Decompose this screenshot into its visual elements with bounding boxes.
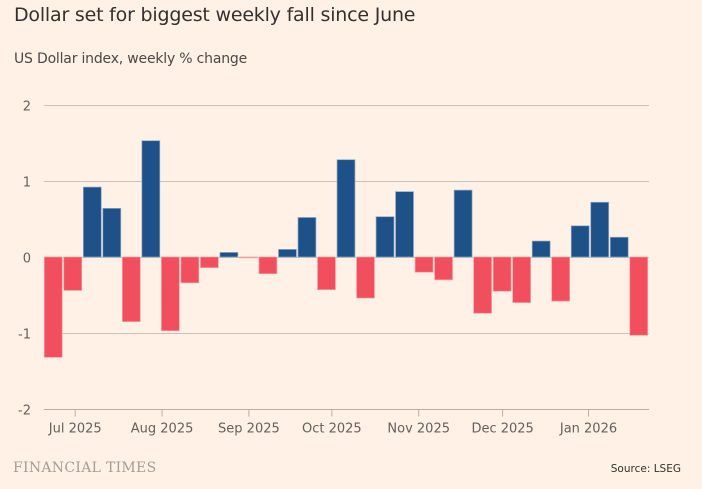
x-tick-label: Sep 2025 [218,422,280,437]
bar [200,256,219,268]
x-tick-label: Dec 2025 [471,422,533,437]
y-tick-label: 1 [23,176,31,191]
bar [317,256,336,291]
bar [434,256,453,281]
bar [161,256,180,332]
y-tick-label: -2 [18,404,31,419]
y-axis-labels: 2 1 0 -1 -2 [18,100,31,419]
bar [570,225,590,258]
ft-logo: FINANCIAL TIMES [13,460,157,476]
bar [629,256,649,336]
x-axis: Jul 2025 Aug 2025 Sep 2025 Oct 2025 Nov 2025… [44,409,649,437]
bar [239,256,258,259]
y-tick-label: 2 [23,100,31,115]
bar [531,240,551,258]
bar [258,256,278,275]
bar [141,140,161,258]
bar [278,249,297,258]
x-tick-label: Jan 2026 [559,422,617,437]
bar [43,256,63,358]
bar [102,208,122,258]
chart-subtitle: US Dollar index, weekly % change [14,51,247,67]
bar [512,256,531,303]
bar [356,256,375,299]
bar [336,159,356,258]
bar [414,256,434,273]
x-tick-label: Nov 2025 [387,422,450,437]
bar [375,216,395,258]
bar [492,256,512,292]
bar [82,186,102,258]
bar [297,217,317,258]
x-tick-label: Oct 2025 [302,422,362,437]
y-tick-label: -1 [18,328,31,343]
x-tick-label: Aug 2025 [131,422,194,437]
bar [395,191,414,258]
bar [453,189,473,258]
bar [180,256,200,284]
source-note: Source: LSEG [610,463,681,475]
bar [551,256,570,302]
bar [609,236,629,258]
y-tick-label: 0 [23,252,31,267]
x-tick-label: Jul 2025 [48,422,102,437]
bars [43,140,649,358]
bar [63,256,83,291]
bar [590,201,610,258]
bar [219,252,239,258]
bar [473,256,492,314]
chart-title: Dollar set for biggest weekly fall since… [14,4,416,26]
bar [122,256,141,322]
